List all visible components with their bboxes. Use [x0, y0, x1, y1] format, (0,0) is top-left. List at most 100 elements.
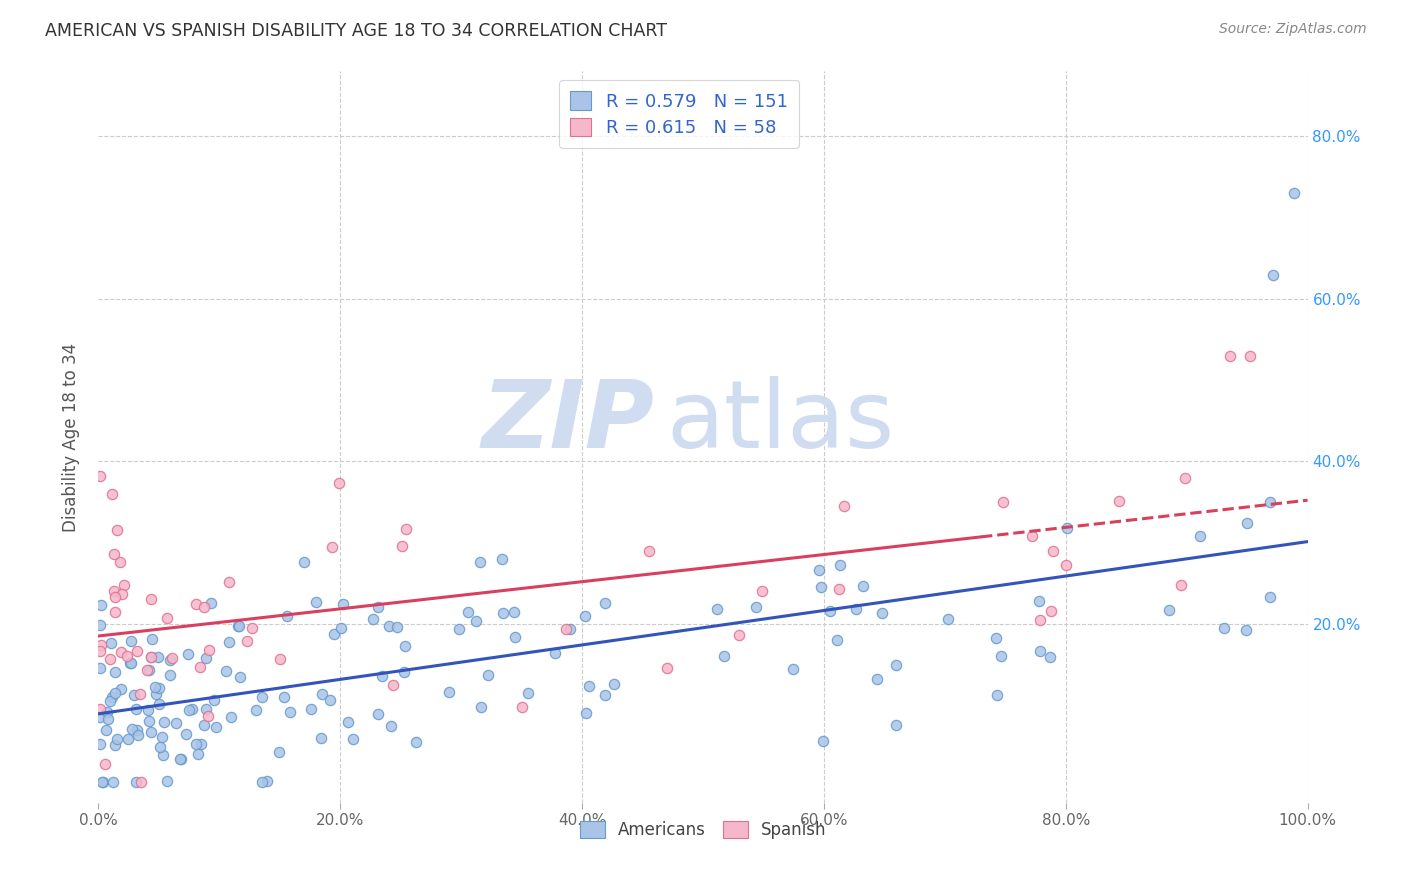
Point	[1219, 349, 1241, 363]
Point	[202, 693, 225, 707]
Point	[108, 556, 131, 570]
Point	[380, 719, 402, 733]
Point	[371, 669, 394, 683]
Point	[1042, 544, 1064, 558]
Point	[361, 612, 384, 626]
Point	[810, 580, 832, 594]
Point	[195, 651, 218, 665]
Point	[186, 737, 208, 751]
Point	[100, 636, 122, 650]
Point	[105, 732, 128, 747]
Point	[177, 703, 200, 717]
Text: ZIP: ZIP	[482, 376, 655, 468]
Point	[103, 547, 125, 561]
Point	[89, 469, 111, 483]
Point	[219, 709, 242, 723]
Point	[156, 611, 179, 625]
Point	[152, 747, 174, 762]
Point	[832, 499, 855, 513]
Point	[98, 693, 121, 707]
Point	[127, 644, 149, 658]
Point	[574, 706, 596, 720]
Point	[269, 652, 291, 666]
Point	[378, 619, 401, 633]
Point	[89, 618, 111, 632]
Point	[818, 604, 841, 618]
Point	[332, 597, 354, 611]
Text: atlas: atlas	[666, 376, 896, 468]
Point	[89, 644, 111, 658]
Point	[938, 612, 960, 626]
Point	[728, 628, 751, 642]
Point	[990, 649, 1012, 664]
Point	[510, 700, 533, 714]
Point	[120, 634, 142, 648]
Point	[101, 775, 124, 789]
Point	[159, 653, 181, 667]
Point	[103, 584, 125, 599]
Point	[807, 563, 830, 577]
Point	[148, 681, 170, 695]
Point	[94, 723, 117, 737]
Point	[593, 596, 616, 610]
Point	[138, 663, 160, 677]
Point	[136, 703, 159, 717]
Point	[276, 609, 298, 624]
Point	[174, 727, 197, 741]
Point	[342, 731, 364, 746]
Point	[215, 665, 238, 679]
Point	[782, 662, 804, 676]
Point	[159, 668, 181, 682]
Point	[198, 643, 221, 657]
Point	[148, 650, 170, 665]
Point	[139, 650, 162, 665]
Point	[991, 495, 1014, 509]
Point	[218, 635, 240, 649]
Point	[90, 639, 112, 653]
Point	[139, 724, 162, 739]
Point	[89, 710, 111, 724]
Point	[517, 685, 540, 699]
Point	[1157, 602, 1180, 616]
Point	[150, 730, 173, 744]
Point	[267, 745, 290, 759]
Point	[218, 575, 240, 590]
Point	[984, 631, 1007, 645]
Point	[89, 737, 111, 751]
Point	[184, 598, 207, 612]
Point	[391, 539, 413, 553]
Point	[367, 599, 389, 614]
Point	[250, 690, 273, 704]
Point	[555, 622, 578, 636]
Point	[153, 715, 176, 730]
Point	[129, 687, 152, 701]
Point	[1239, 349, 1261, 363]
Point	[322, 627, 344, 641]
Point	[560, 622, 582, 636]
Point	[382, 677, 405, 691]
Point	[169, 752, 191, 766]
Legend: Americans, Spanish: Americans, Spanish	[574, 814, 832, 846]
Point	[492, 606, 515, 620]
Point	[117, 731, 139, 746]
Point	[278, 705, 301, 719]
Point	[1174, 471, 1197, 485]
Point	[1261, 268, 1284, 282]
Point	[457, 605, 479, 619]
Point	[129, 774, 152, 789]
Point	[828, 582, 851, 596]
Point	[104, 665, 127, 680]
Point	[884, 718, 907, 732]
Point	[1039, 604, 1062, 618]
Point	[1028, 594, 1050, 608]
Point	[124, 775, 146, 789]
Point	[96, 705, 118, 719]
Point	[439, 684, 461, 698]
Point	[502, 605, 524, 619]
Point	[115, 648, 138, 663]
Point	[713, 649, 735, 664]
Point	[165, 715, 187, 730]
Point	[89, 660, 111, 674]
Point	[273, 690, 295, 705]
Point	[136, 663, 159, 677]
